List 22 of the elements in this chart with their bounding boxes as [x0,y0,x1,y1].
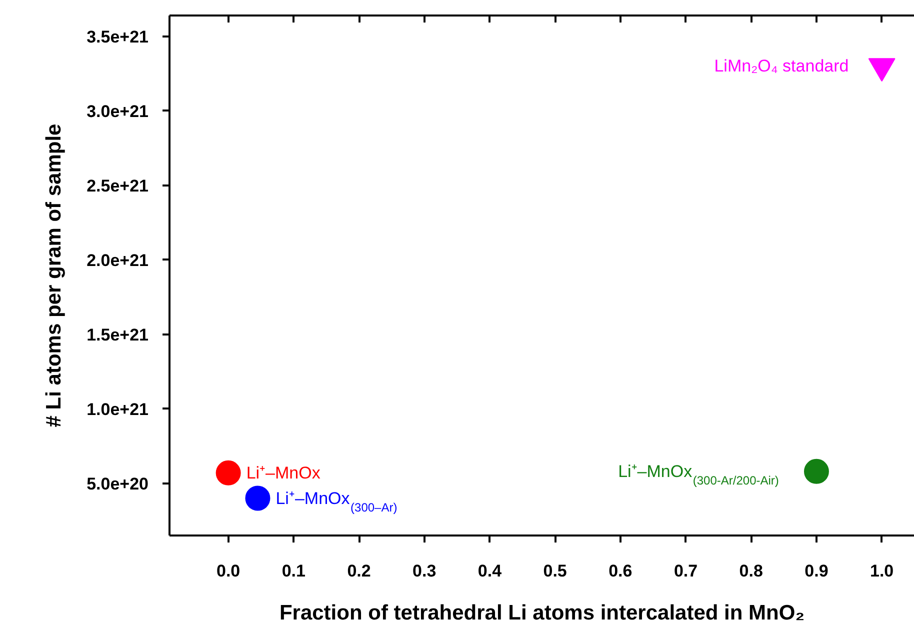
y-tick-label: 5.0e+20 [86,474,149,494]
y-tick-label: 3.0e+21 [86,102,149,121]
y-tick-label: 2.5e+21 [86,176,149,196]
x-tick-label: 0.8 [739,562,763,580]
x-axis-title: Fraction of tetrahedral Li atoms intercalated in MnO₂ [279,602,805,624]
x-tick-label: 0.1 [282,562,306,580]
y-tick-label: 1.0e+21 [86,400,149,419]
x-tick-label: 0.7 [674,562,698,580]
series-label: LiMn₂O₄ standard [714,56,849,76]
x-tick-label: 0.3 [412,562,436,580]
x-tick-label: 0.2 [347,562,371,580]
x-tick-label: 0.4 [478,562,502,580]
y-tick-label: 1.5e+21 [86,325,149,344]
x-tick-label: 0.5 [543,562,567,580]
x-tick-label: 1.0 [870,562,894,580]
x-tick-label: 0.0 [216,562,240,580]
y-axis-title: # Li atoms per gram of sample [42,124,66,428]
x-tick-label: 0.6 [608,562,632,580]
y-tick-label: 3.5e+21 [86,27,149,46]
series-label: Li⁺–MnOx [246,463,321,482]
x-tick-label: 0.9 [804,562,828,580]
y-tick-label: 2.0e+21 [86,250,149,270]
